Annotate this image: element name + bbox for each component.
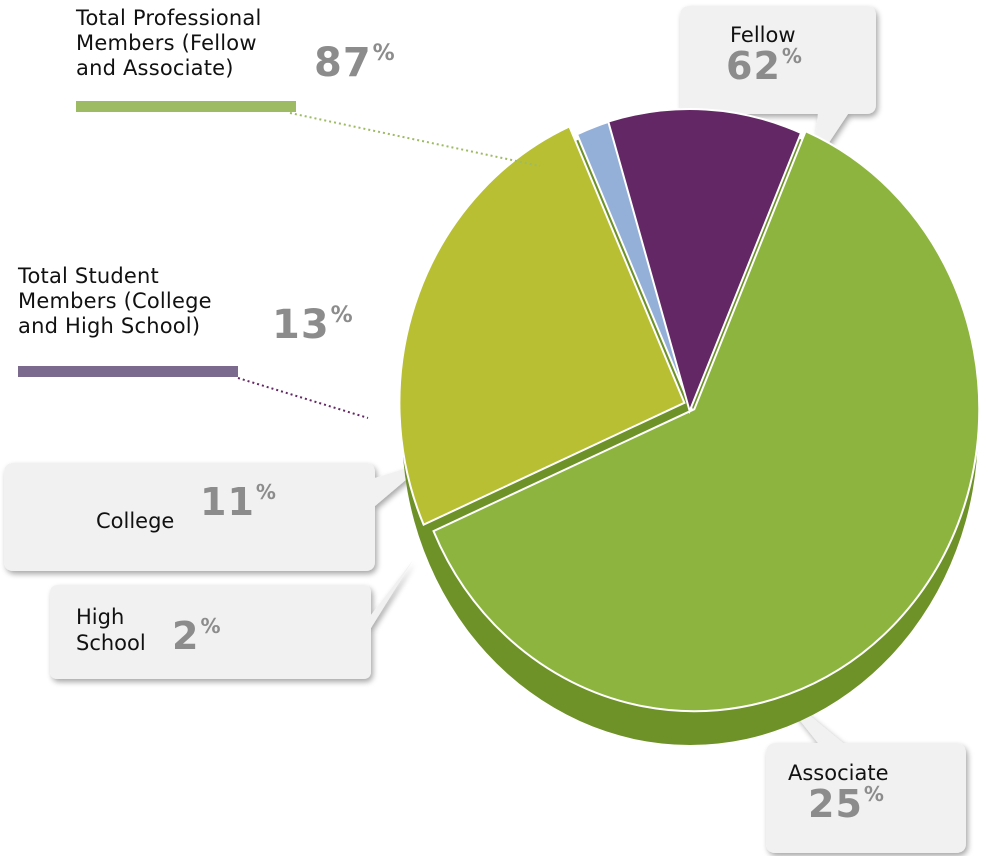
group-label-professional-line-2: Members (Fellow bbox=[76, 31, 257, 55]
callout-value-high-school-unit: % bbox=[200, 614, 221, 638]
group-label-professional-line-1: Total Professional bbox=[76, 6, 262, 30]
callout-value-college: 11% bbox=[200, 480, 276, 524]
group-label-student: Total Student Members (College and High … bbox=[18, 264, 212, 339]
group-label-professional: Total Professional Members (Fellow and A… bbox=[76, 6, 262, 81]
group-value-student-unit: % bbox=[330, 303, 353, 328]
callout-value-fellow-number: 62 bbox=[726, 44, 781, 88]
group-label-student-line-3: and High School) bbox=[18, 314, 201, 338]
group-value-professional-unit: % bbox=[372, 41, 395, 66]
group-leader-student bbox=[237, 377, 369, 419]
group-leader-professional bbox=[289, 112, 541, 167]
group-bar-student bbox=[18, 366, 238, 377]
group-value-student-number: 13 bbox=[272, 302, 330, 348]
callout-label-high-school-line-2: School bbox=[76, 631, 146, 655]
group-label-student-line-2: Members (College bbox=[18, 289, 212, 313]
callout-label-high-school-line-1: High bbox=[76, 605, 125, 629]
group-value-professional: 87% bbox=[314, 40, 395, 86]
callout-bubble-fellow bbox=[680, 6, 876, 168]
pie-slice-college bbox=[607, 108, 803, 415]
callout-label-associate: Associate bbox=[788, 761, 889, 785]
callout-value-fellow-unit: % bbox=[781, 44, 802, 68]
pie-slice-associate bbox=[398, 125, 686, 527]
group-label-student-line-1: Total Student bbox=[18, 264, 159, 288]
group-bar-professional bbox=[76, 101, 296, 112]
callout-value-associate-unit: % bbox=[863, 782, 884, 806]
callout-label-college: College bbox=[96, 509, 175, 533]
callout-value-associate-number: 25 bbox=[808, 782, 863, 826]
pie-slice-fellow bbox=[432, 129, 981, 713]
callout-bubble-high-school bbox=[50, 560, 413, 679]
group-label-professional-line-3: and Associate) bbox=[76, 56, 234, 80]
group-value-professional-number: 87 bbox=[314, 40, 372, 86]
callout-value-high-school: 2% bbox=[172, 614, 221, 658]
callout-value-fellow: 62% bbox=[726, 44, 802, 88]
callout-label-high-school: High School bbox=[76, 604, 146, 656]
callout-value-college-number: 11 bbox=[200, 480, 255, 524]
callout-value-high-school-number: 2 bbox=[172, 614, 200, 658]
group-value-student: 13% bbox=[272, 302, 353, 348]
callout-value-associate: 25% bbox=[808, 782, 884, 826]
callout-value-college-unit: % bbox=[255, 480, 276, 504]
callout-bubble-associate bbox=[766, 683, 966, 853]
callout-bubble-college bbox=[4, 462, 427, 571]
callout-label-fellow: Fellow bbox=[730, 23, 796, 47]
